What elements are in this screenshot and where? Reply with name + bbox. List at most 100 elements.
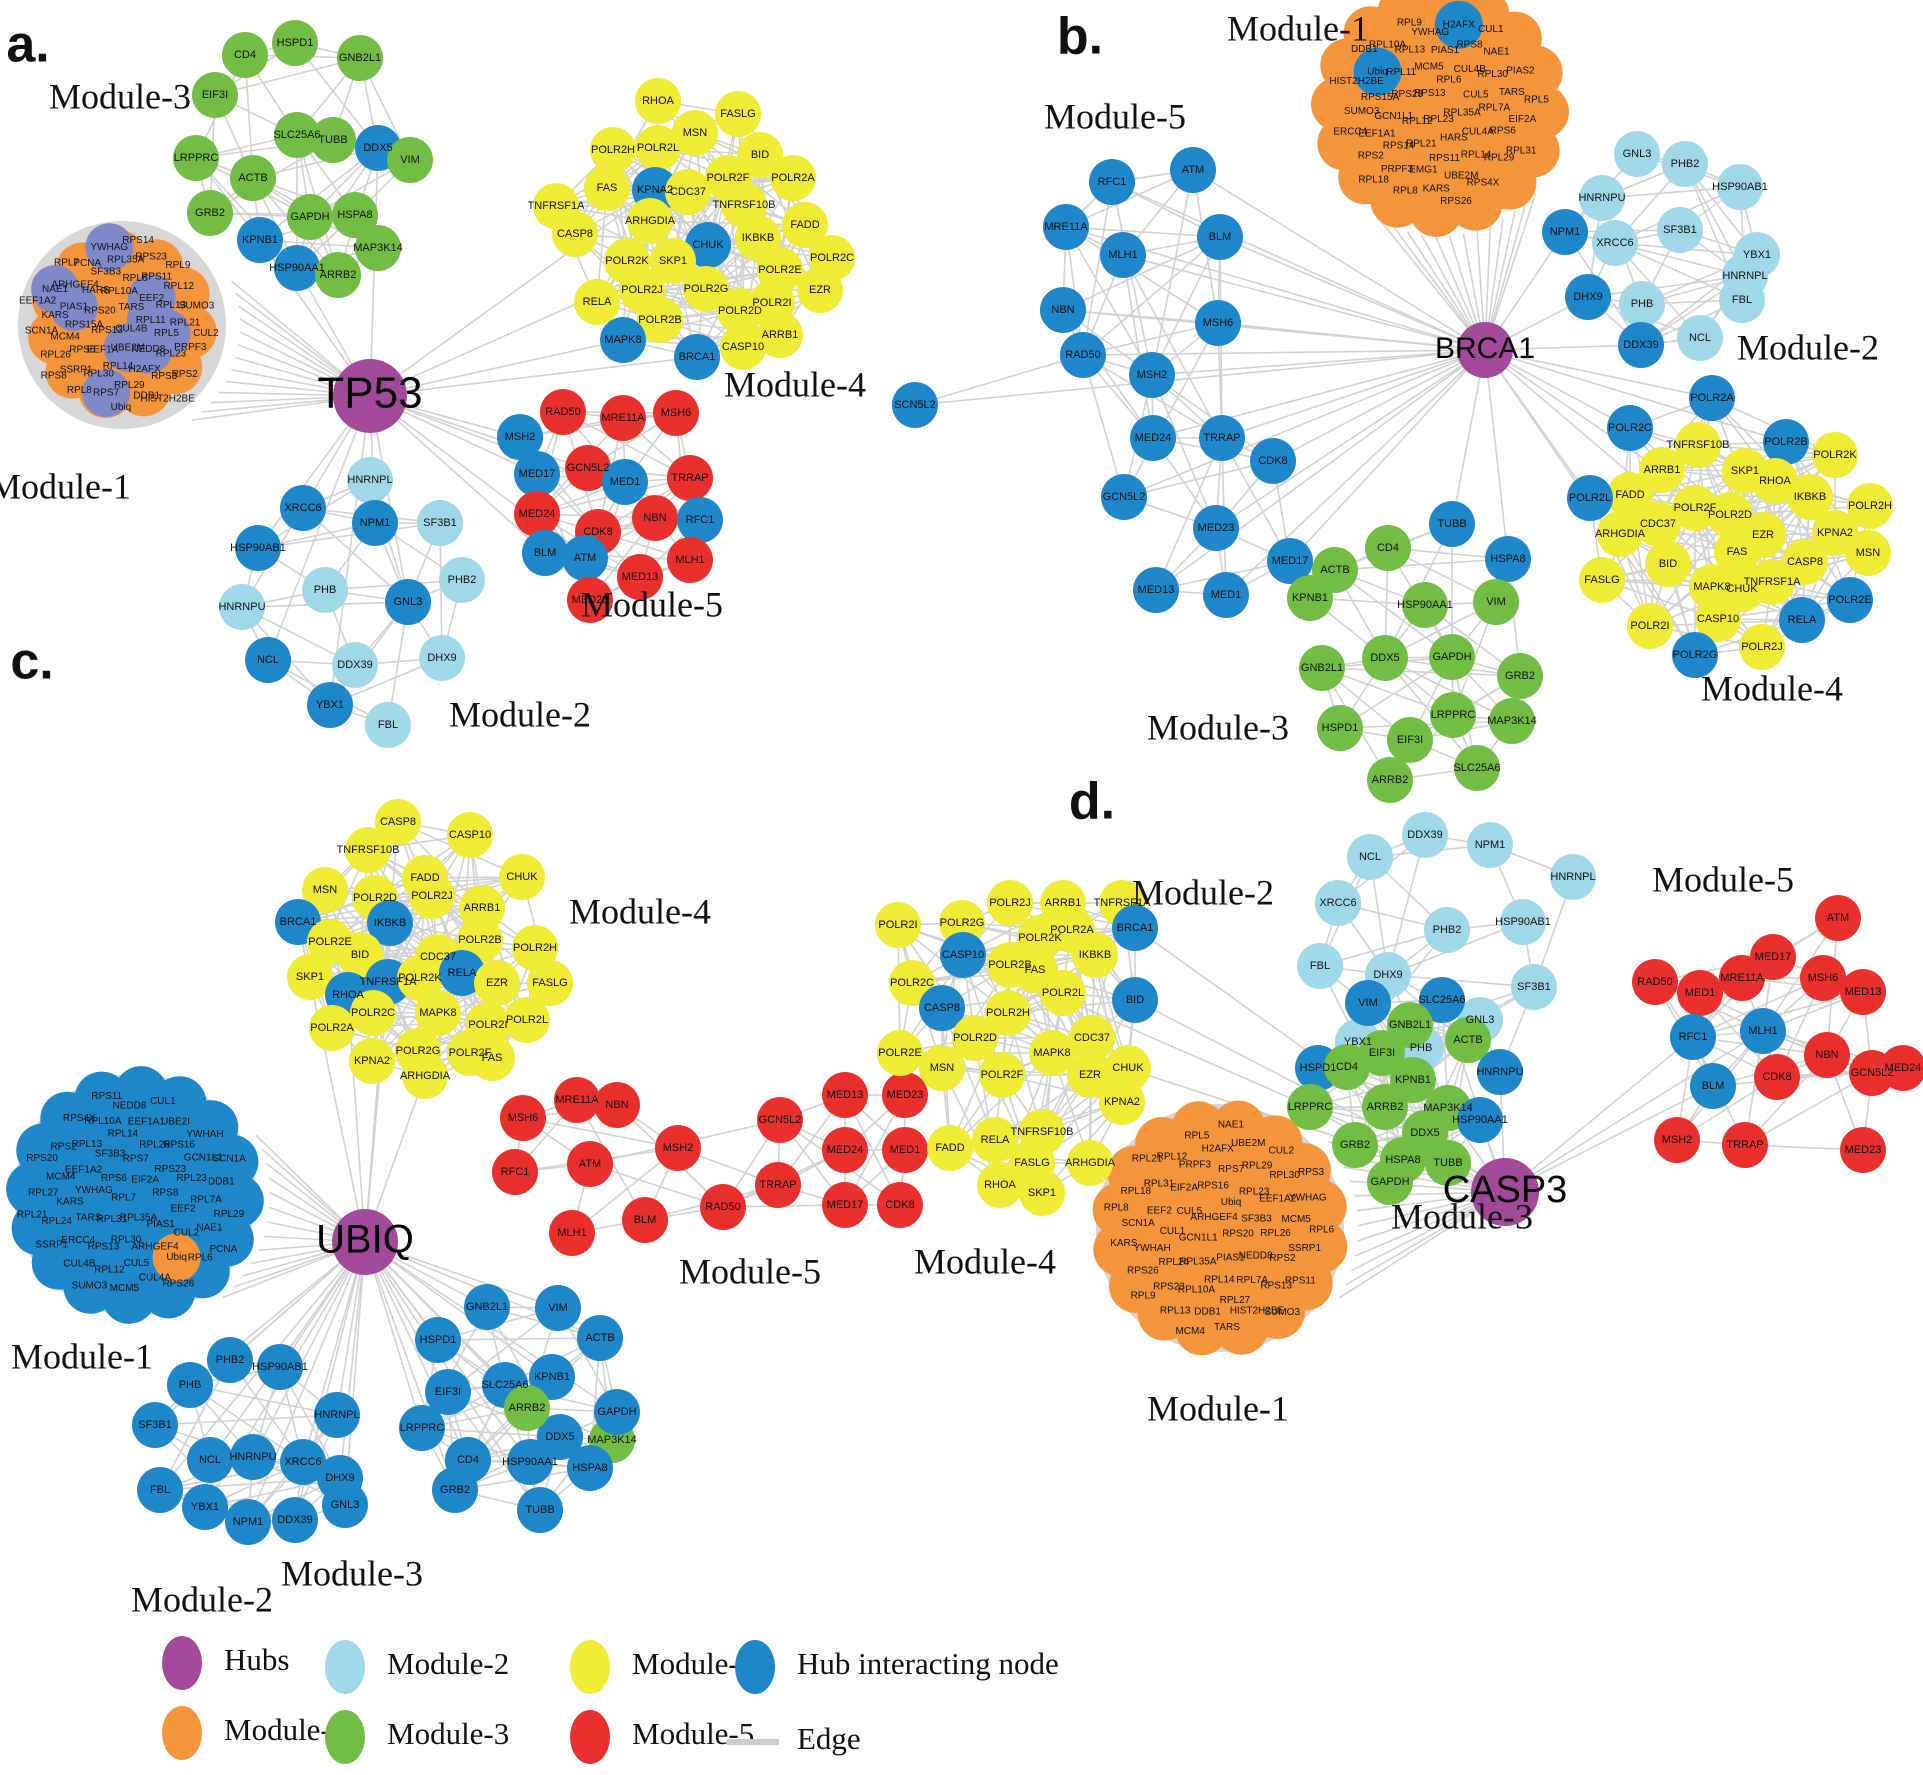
text-label: UBE2I xyxy=(161,1116,190,1127)
node-CASP8 xyxy=(919,985,965,1031)
node-ARRB1 xyxy=(757,312,803,358)
hub-edge xyxy=(1272,349,1486,462)
hub-edge xyxy=(267,395,371,661)
node-POLR2E xyxy=(877,1030,923,1076)
legend-label-module-5: Module-5 xyxy=(632,1716,754,1751)
node-RHOA xyxy=(977,1162,1023,1208)
node-POLR2I xyxy=(875,902,921,948)
node-VIM xyxy=(535,1285,581,1331)
text-label: RPL11 xyxy=(1386,67,1416,78)
text-label: YWHAG xyxy=(90,242,128,253)
text-label: YBX1 xyxy=(1743,249,1771,261)
module-edge xyxy=(1587,275,1746,298)
node-GAPDH xyxy=(287,194,333,240)
node-TNFRSF10B xyxy=(345,827,391,873)
node-SF3B1 xyxy=(1657,207,1703,253)
text-label: RHOA xyxy=(1759,475,1791,487)
module-edge xyxy=(437,1337,601,1341)
module-edge xyxy=(1082,322,1219,356)
text-label: GCN5L2 xyxy=(759,1114,802,1126)
text-label: EEF2 xyxy=(139,293,164,304)
node-PHB2 xyxy=(1424,907,1470,953)
hub-edge xyxy=(1219,236,1486,351)
hub-edge xyxy=(1111,181,1486,351)
text-label: VIM xyxy=(1358,997,1378,1009)
text-label: RPS6 xyxy=(101,1173,128,1184)
text-label: PHB2 xyxy=(448,574,477,586)
text-label: CUL4B xyxy=(63,1258,96,1269)
text-label: RPS23 xyxy=(1391,89,1423,100)
node-SKP1 xyxy=(287,954,333,1000)
text-label: FADD xyxy=(1615,489,1644,501)
text-label: DDX5 xyxy=(545,1431,574,1443)
text-label: RPL21 xyxy=(1406,139,1437,150)
text-label: NEDD8 xyxy=(131,344,165,355)
text-label: EEF1A1 xyxy=(128,1117,166,1128)
node-DDX39 xyxy=(1618,322,1664,368)
text-label: POLR2D xyxy=(1708,509,1752,521)
node-ACTB xyxy=(577,1315,623,1361)
text-label: RPL7 xyxy=(111,1192,136,1203)
hub-edge xyxy=(1123,349,1486,498)
text-label: RPS14 xyxy=(1383,141,1415,152)
text-label: MED24 xyxy=(519,508,556,520)
module-edge xyxy=(1321,667,1454,716)
node-RAD50 xyxy=(1632,959,1678,1005)
text-label: PIAS2 xyxy=(1506,66,1535,77)
text-label: POLR2E xyxy=(308,936,351,948)
text-label: EZR xyxy=(486,977,508,989)
text-label: RPL8 xyxy=(67,385,92,396)
text-label: BRCA1 xyxy=(280,916,317,928)
node-MAP3K14 xyxy=(355,225,401,271)
text-label: PIAS1 xyxy=(1431,45,1460,56)
text-label: SF3B1 xyxy=(423,517,457,529)
hub-edge xyxy=(1221,349,1486,439)
text-label: CASP10 xyxy=(722,341,764,353)
text-label: VIM xyxy=(1486,596,1506,608)
node-ARHGDIA xyxy=(1597,511,1643,557)
text-label: PCNA xyxy=(73,258,101,269)
text-label: FBL xyxy=(150,1484,170,1496)
text-label: SKP1 xyxy=(296,971,324,983)
node-IKBKB xyxy=(735,215,781,261)
text-label: RPL13 xyxy=(1160,1305,1191,1316)
text-label: ATM xyxy=(1827,912,1849,924)
node-MRE11A xyxy=(600,395,646,441)
module-edge xyxy=(1082,236,1221,356)
node-RFC1 xyxy=(1670,1014,1716,1060)
text-label: RFC1 xyxy=(501,1166,530,1178)
text-label: MED23 xyxy=(1845,1144,1882,1156)
text-label: MCM4 xyxy=(1175,1326,1205,1337)
text-label: LRPPRC xyxy=(400,1422,445,1434)
node-POLR2H xyxy=(1847,483,1893,529)
module-edge xyxy=(519,412,677,438)
module-edge xyxy=(214,57,361,96)
node-IKBKB xyxy=(1787,474,1833,520)
hub-edge xyxy=(364,1241,456,1491)
node-EIF3I xyxy=(1387,717,1433,763)
node-GCN5L2 xyxy=(565,445,611,491)
node-HSP90AA1 xyxy=(1457,1097,1503,1143)
node-CASP10 xyxy=(447,812,493,858)
text-label: Ubiq xyxy=(1367,66,1388,77)
text-label: TP53 xyxy=(317,369,422,418)
node-KPNA2 xyxy=(1812,510,1858,556)
text-label: PHB2 xyxy=(1671,158,1700,170)
text-label: LRPPRC xyxy=(1288,1101,1333,1113)
text-label: POLR2L xyxy=(1569,492,1611,504)
text-label: CHUK xyxy=(692,239,724,251)
text-label: FASLG xyxy=(1014,1157,1049,1169)
node-FADD xyxy=(782,202,828,248)
text-label: SLC25A6 xyxy=(1453,762,1500,774)
text-label: ACTB xyxy=(1320,564,1349,576)
legend-label-hubs: Hubs xyxy=(224,1642,289,1677)
node-HSP90AB1 xyxy=(235,525,281,571)
text-label: EIF2A xyxy=(131,1174,159,1185)
node-MAPK8 xyxy=(600,317,646,363)
node-CDK8 xyxy=(1754,1054,1800,1100)
text-label: TUBB xyxy=(1433,1157,1462,1169)
text-label: RPS14 xyxy=(122,235,154,246)
text-label: NBN xyxy=(1051,304,1074,316)
node-MLH1 xyxy=(549,1210,595,1256)
node-EIF3I xyxy=(425,1369,471,1415)
